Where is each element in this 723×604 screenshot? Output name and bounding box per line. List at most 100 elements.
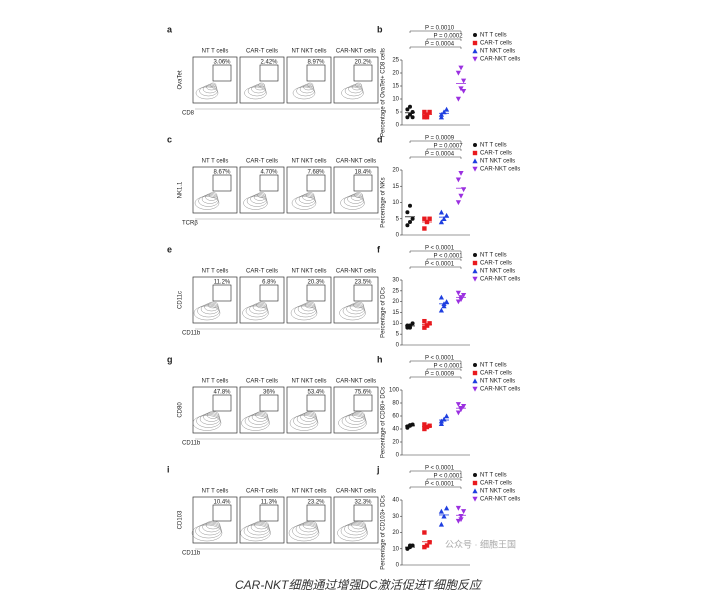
gate-percentage: 23.5% — [354, 280, 372, 286]
data-point — [408, 423, 412, 428]
flow-box — [239, 166, 285, 214]
contour — [344, 85, 364, 97]
contour — [204, 302, 219, 312]
y-axis-label: Percentage of DCs — [381, 287, 387, 338]
contour — [201, 194, 219, 204]
x-axis-label: CD11b — [182, 331, 201, 337]
gate-percentage: 6.8% — [262, 280, 276, 286]
gate-percentage: 2.42% — [260, 60, 278, 66]
data-point — [405, 210, 410, 215]
flow-box — [192, 56, 238, 104]
contour — [345, 413, 366, 425]
data-point — [422, 109, 427, 115]
gate-percentage: 10.4% — [213, 500, 231, 506]
gate-percentage: 7.68% — [307, 170, 325, 176]
gate-percentage: 53.4% — [307, 390, 325, 396]
legend-marker — [473, 33, 477, 37]
legend-label: CAR-NKT cells — [480, 387, 520, 393]
legend-marker — [472, 150, 478, 156]
group-label: CAR-NKT cells — [336, 49, 376, 55]
legend-label: NT NKT cells — [480, 269, 515, 275]
y-tick-label: 15 — [392, 310, 399, 316]
flow-box — [239, 496, 285, 544]
gate-percentage: 8.67% — [213, 170, 231, 176]
contour — [341, 414, 367, 428]
contour — [302, 193, 315, 201]
data-point — [461, 89, 467, 94]
significance-bracket — [426, 148, 462, 151]
data-point — [438, 219, 444, 225]
contour — [301, 302, 316, 312]
flow-box — [239, 386, 285, 434]
contour — [295, 195, 316, 207]
gate — [306, 284, 326, 302]
contour — [296, 85, 315, 97]
data-point — [438, 521, 444, 527]
data-point — [438, 209, 444, 215]
flow-box — [333, 386, 379, 434]
group-label: NT NKT cells — [291, 489, 326, 495]
data-point — [455, 200, 461, 206]
contour — [249, 303, 268, 315]
panel-letter: h — [377, 354, 383, 364]
data-point — [408, 112, 412, 117]
p-value: P < 0.0001 — [433, 254, 463, 260]
y-tick-label: 40 — [392, 498, 399, 504]
data-point — [438, 421, 444, 426]
data-point — [455, 299, 461, 305]
legend-marker — [472, 276, 478, 282]
p-value: P = 0.0009 — [425, 136, 455, 142]
gate — [212, 174, 232, 192]
legend-marker — [472, 386, 478, 392]
flow-box — [286, 386, 332, 434]
y-tick-label: 10 — [392, 546, 399, 552]
data-point — [405, 546, 410, 551]
gate — [306, 64, 326, 82]
contour — [303, 83, 314, 91]
p-value: P = 0.0009 — [425, 372, 455, 378]
contour — [250, 194, 267, 204]
contour — [202, 521, 221, 533]
y-tick-label: 20 — [392, 71, 399, 77]
gate-percentage: 75.6% — [354, 390, 372, 396]
panel-letter: b — [377, 24, 383, 34]
gate — [212, 284, 232, 302]
legend-marker — [472, 48, 478, 54]
contour — [292, 86, 316, 100]
contour — [196, 414, 221, 428]
contour — [200, 303, 220, 315]
panel-letter: j — [376, 464, 380, 474]
contour — [247, 85, 267, 97]
p-value: P = 0.0010 — [425, 26, 455, 32]
legend-marker — [472, 370, 478, 376]
contour — [242, 305, 269, 321]
data-point — [408, 104, 412, 109]
contour — [355, 82, 362, 88]
group-label: NT T cells — [202, 269, 229, 275]
gate — [259, 504, 279, 522]
contour — [297, 303, 317, 315]
group-label: CAR-T cells — [246, 49, 278, 55]
contour — [243, 196, 268, 210]
y-tick-label: 5 — [396, 216, 400, 222]
group-label: CAR-T cells — [246, 159, 278, 165]
data-point — [408, 325, 412, 330]
contour — [257, 192, 266, 198]
panel-letter: a — [167, 24, 173, 34]
y-axis-label: CD103 — [178, 510, 184, 529]
data-point — [461, 78, 467, 84]
contour — [306, 82, 314, 88]
contour — [255, 411, 268, 419]
contour — [298, 194, 316, 204]
gate-percentage: 36% — [263, 390, 276, 396]
contour — [197, 304, 220, 318]
contour — [244, 414, 270, 428]
contour — [293, 414, 318, 428]
contour — [290, 305, 318, 321]
data-point — [422, 226, 427, 231]
data-point — [444, 106, 450, 112]
y-tick-label: 30 — [392, 514, 399, 520]
contour — [340, 523, 368, 539]
data-point — [458, 86, 464, 92]
p-value: P < 0.0001 — [425, 246, 455, 252]
